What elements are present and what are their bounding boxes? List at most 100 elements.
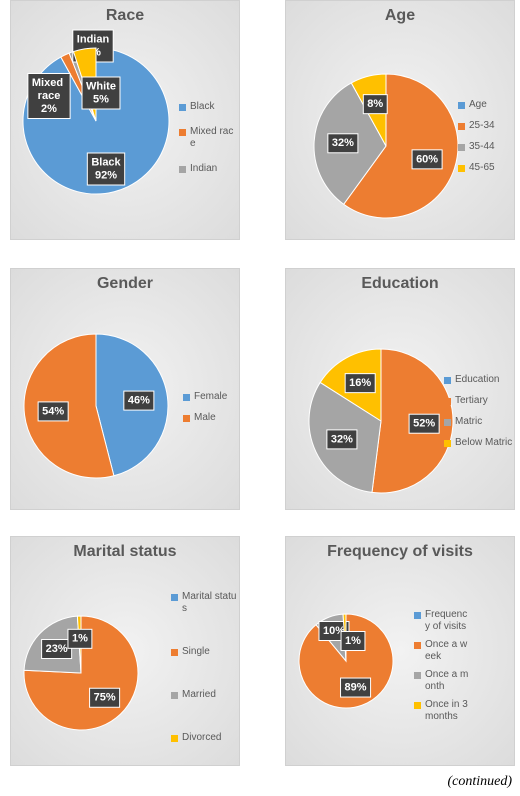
legend-item: Once a week	[414, 639, 469, 663]
legend-swatch	[171, 649, 178, 656]
data-label: 16%	[344, 373, 376, 394]
label-value: 46%	[128, 394, 150, 406]
legend-swatch	[414, 642, 421, 649]
legend-item: Single	[171, 646, 241, 658]
data-label: 8%	[362, 94, 388, 115]
legend: Black Mixed race Indian	[179, 101, 237, 188]
legend-text: Indian	[190, 163, 218, 174]
legend-text: Age	[469, 99, 487, 110]
data-label: 1%	[340, 631, 366, 651]
chart-panel: 52% 32% 16% Education Education Tertiary Matri…	[285, 268, 515, 510]
chart-title: Age	[384, 7, 416, 24]
label-box	[326, 429, 358, 450]
legend-swatch	[444, 398, 451, 405]
pie-chart: 75% 23% 1%	[23, 615, 139, 731]
legend-item: Indian	[179, 163, 237, 175]
label-box	[411, 149, 443, 170]
label-box	[37, 401, 69, 422]
label-box	[123, 390, 155, 411]
legend-swatch	[183, 415, 190, 422]
label-value: 16%	[349, 377, 371, 389]
legend-swatch	[414, 702, 421, 709]
legend-item: Male	[183, 412, 238, 424]
legend-item: Divorced	[171, 732, 241, 744]
legend-text: Married	[182, 689, 216, 700]
pie-chart: 46% 54%	[23, 333, 169, 479]
data-label: 46%	[123, 390, 155, 411]
legend-item: Black	[179, 101, 237, 113]
label-box	[340, 631, 366, 651]
legend-swatch	[179, 129, 186, 136]
pie-slice	[342, 73, 459, 219]
pie-slice	[23, 333, 115, 479]
legend-swatch	[414, 672, 421, 679]
legend-item: Mixed race	[179, 126, 237, 150]
label-box	[344, 373, 376, 394]
legend-text: Male	[194, 412, 216, 423]
label-value: 8%	[367, 98, 383, 110]
label-name: Black	[91, 156, 121, 168]
legend: Frequency of visits Once a week Once a mon…	[414, 609, 469, 729]
label-value: 23%	[46, 643, 68, 655]
legend-item: Frequency of visits	[414, 609, 469, 633]
legend-item: Tertiary	[444, 395, 514, 407]
legend-item: Marital status	[171, 591, 241, 615]
legend-text: Once in 3 months	[425, 699, 468, 722]
label-box	[86, 152, 126, 186]
pie-chart: 60% 32% 8%	[313, 73, 459, 219]
data-label: 32%	[326, 429, 358, 450]
legend-swatch	[458, 123, 465, 130]
legend-text: Matric	[455, 416, 483, 427]
legend-text: Frequency of visits	[425, 609, 468, 632]
data-label: 1%	[67, 628, 93, 649]
legend-item: Age	[458, 99, 513, 111]
chart-title: Race	[105, 7, 145, 24]
data-label: 89%	[340, 677, 372, 698]
legend-item: Once in 3 months	[414, 699, 469, 723]
legend-item: Matric	[444, 416, 514, 428]
label-box	[41, 639, 73, 660]
legend: Age 25-34 35-44 45-65	[458, 99, 513, 183]
legend-item: Female	[183, 391, 238, 403]
legend-text: 25-34	[469, 120, 495, 131]
data-label: 54%	[37, 401, 69, 422]
label-value: 10%	[323, 625, 345, 637]
footer: (continued)	[447, 774, 512, 789]
legend-swatch	[414, 612, 421, 619]
label-name: Indian	[77, 33, 110, 45]
legend-swatch	[458, 144, 465, 151]
label-value: 92%	[95, 169, 117, 181]
label-box	[27, 73, 71, 119]
legend-text: Black	[190, 101, 215, 112]
legend-swatch	[179, 166, 186, 173]
legend-text: Marital status	[182, 591, 237, 614]
legend-text: 35-44	[469, 141, 495, 152]
legend: Marital status Single Married Divorced	[171, 591, 241, 775]
label-value: 5%	[93, 93, 109, 105]
label-value: 32%	[332, 137, 354, 149]
legend-text: Divorced	[182, 732, 222, 743]
label-box	[67, 628, 93, 649]
legend-text: Female	[194, 391, 228, 402]
legend-swatch	[171, 594, 178, 601]
legend: Education Tertiary Matric Below Matric	[444, 374, 514, 458]
legend-text: Below Matric	[455, 437, 513, 448]
legend-swatch	[183, 394, 190, 401]
label-value: 89%	[345, 681, 367, 693]
legend: Female Male	[183, 391, 238, 433]
legend-text: Education	[455, 374, 500, 385]
label-box	[327, 133, 359, 154]
legend-text: Tertiary	[455, 395, 488, 406]
legend-text: Single	[182, 646, 210, 657]
legend-swatch	[444, 440, 451, 447]
legend-text: Once a week	[425, 639, 468, 662]
chart-panel: 46% 54% Gender Female Male	[10, 268, 240, 510]
data-label: 32%	[327, 133, 359, 154]
legend-item: Education	[444, 374, 514, 386]
legend-swatch	[458, 165, 465, 172]
